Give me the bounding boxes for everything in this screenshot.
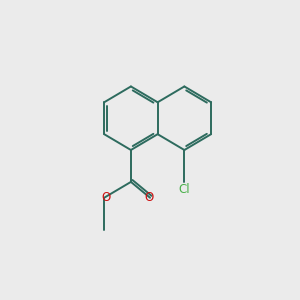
- Text: O: O: [144, 191, 153, 204]
- Text: O: O: [101, 191, 110, 204]
- Text: Cl: Cl: [178, 183, 190, 196]
